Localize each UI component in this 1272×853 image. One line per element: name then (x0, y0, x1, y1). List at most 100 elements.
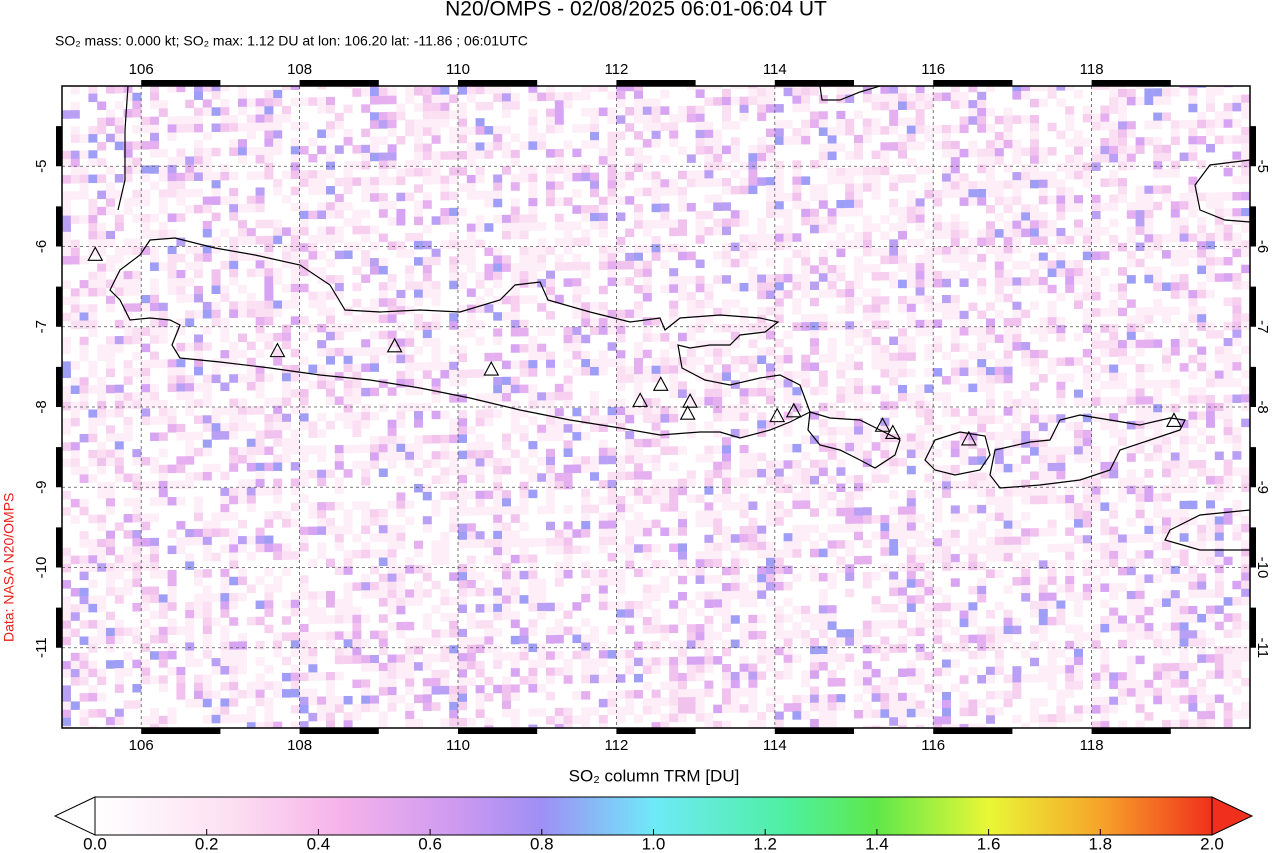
pixel (422, 362, 432, 371)
pixel (757, 331, 767, 340)
pixel (968, 262, 978, 271)
pixel (537, 351, 547, 361)
pixel (669, 600, 679, 609)
pixel (757, 282, 767, 292)
pixel (334, 598, 344, 608)
pixel (898, 206, 907, 216)
pixel (977, 593, 987, 603)
pixel (757, 582, 767, 591)
pixel (1135, 137, 1145, 146)
pixel (1056, 398, 1066, 407)
pixel (1012, 617, 1022, 627)
pixel (106, 117, 115, 127)
pixel (906, 449, 916, 459)
pixel (273, 405, 283, 415)
pixel (836, 499, 846, 509)
pixel (1162, 314, 1171, 324)
pixel (748, 355, 758, 365)
pixel (458, 304, 467, 314)
pixel (915, 595, 925, 604)
pixel (986, 488, 995, 498)
pixel (1223, 475, 1233, 485)
pixel (695, 259, 705, 269)
pixel-layer (62, 86, 1250, 728)
pixel (1197, 160, 1207, 169)
pixel (1109, 542, 1119, 552)
pixel (1241, 208, 1250, 217)
pixel (801, 322, 811, 331)
pixel (977, 383, 987, 392)
pixel (1091, 194, 1101, 204)
pixel (1144, 606, 1154, 616)
pixel (1030, 220, 1039, 229)
pixel (695, 624, 705, 633)
pixel (229, 171, 239, 181)
pixel (959, 92, 969, 101)
pixel (264, 106, 274, 115)
pixel (299, 542, 309, 552)
pixel (942, 133, 951, 142)
pixel (1170, 258, 1180, 267)
pixel (493, 490, 503, 499)
pixel (370, 241, 379, 251)
pixel (334, 145, 344, 154)
pixel (968, 367, 978, 376)
pixel (475, 466, 485, 475)
pixel (748, 161, 758, 170)
pixel (942, 311, 951, 320)
pixel (651, 365, 661, 375)
pixel (546, 481, 555, 490)
pixel (669, 389, 679, 399)
pixel (79, 571, 89, 581)
pixel (264, 243, 274, 253)
pixel (1038, 284, 1048, 294)
pixel (1126, 121, 1136, 130)
pixel (845, 386, 855, 395)
pixel (211, 236, 221, 246)
pixel (1100, 413, 1110, 422)
pixel (150, 456, 159, 466)
pixel (607, 488, 617, 497)
pixel (924, 424, 934, 434)
pixel (273, 268, 283, 277)
pixel (185, 553, 195, 562)
pixel (1162, 590, 1171, 599)
pixel (1030, 171, 1039, 181)
pixel (317, 186, 327, 195)
pixel (1118, 477, 1127, 487)
pixel (810, 330, 819, 339)
pixel (114, 441, 124, 450)
pixel (739, 234, 749, 243)
pixel (554, 545, 564, 555)
pixel (915, 198, 925, 207)
pixel (1047, 495, 1057, 504)
pixel (1109, 129, 1119, 139)
pixel (238, 495, 247, 505)
pixel (167, 124, 177, 133)
pixel (581, 86, 591, 93)
pixel (757, 274, 767, 283)
pixel (1179, 241, 1189, 251)
pixel (1047, 616, 1057, 626)
pixel (660, 284, 670, 294)
pixel (158, 610, 168, 620)
pixel (1021, 212, 1031, 221)
pixel (202, 399, 212, 408)
pixel (449, 272, 459, 282)
pixel (466, 158, 476, 168)
pixel (959, 246, 969, 255)
pixel (1082, 243, 1092, 253)
pixel (774, 517, 784, 526)
pixel (1223, 208, 1233, 217)
pixel (810, 87, 819, 96)
pixel (546, 465, 555, 474)
pixel (625, 123, 635, 132)
pixel (722, 299, 731, 308)
pixel (510, 230, 520, 240)
pixel (783, 395, 793, 404)
pixel (704, 154, 714, 163)
pixel (1012, 439, 1022, 448)
pixel (757, 485, 767, 494)
pixel (933, 619, 943, 628)
pixel (502, 166, 511, 175)
